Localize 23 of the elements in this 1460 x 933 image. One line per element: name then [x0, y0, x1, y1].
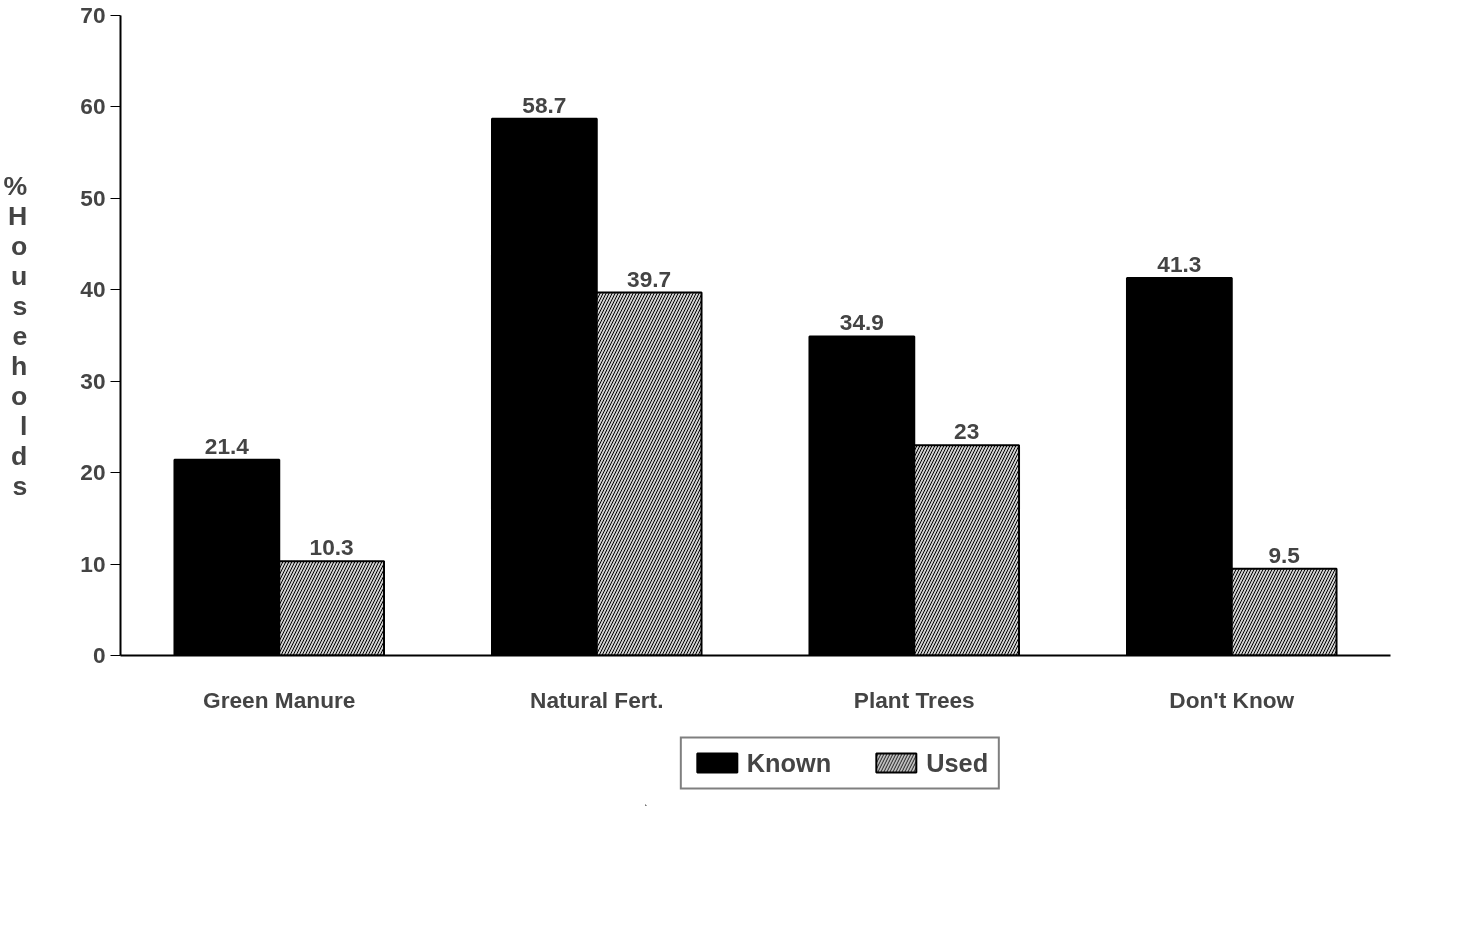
x-tick-label: Green Manure — [203, 686, 356, 713]
data-label: 58.7 — [522, 91, 567, 118]
y-tick-label: 60 — [80, 93, 106, 120]
text: % Households — [3, 170, 28, 501]
y-tick-label: 50 — [80, 184, 106, 211]
data-label: 21.4 — [204, 432, 250, 459]
x-tick-label: Natural Fert. — [530, 686, 664, 713]
y-tick-label: 30 — [80, 367, 106, 394]
y-tick-label: 0 — [92, 642, 106, 668]
x-tick-label: Don't Know — [1169, 686, 1295, 713]
y-tick-label: 10 — [80, 550, 106, 577]
data-label: 34.9 — [839, 309, 884, 336]
data-label: 23 — [954, 418, 980, 445]
legend-label: Used — [926, 748, 989, 777]
y-tick-label: 20 — [80, 459, 106, 486]
y-tick-label: 40 — [80, 276, 106, 303]
x-tick-label: Plant Trees — [853, 686, 975, 713]
data-label: 10.3 — [309, 534, 354, 561]
data-label: 39.7 — [627, 265, 672, 292]
data-label: 41.3 — [1157, 250, 1202, 277]
data-label: 9.5 — [1268, 541, 1300, 568]
legend-label: Known — [746, 748, 832, 777]
y-tick-label: 70 — [80, 2, 106, 28]
